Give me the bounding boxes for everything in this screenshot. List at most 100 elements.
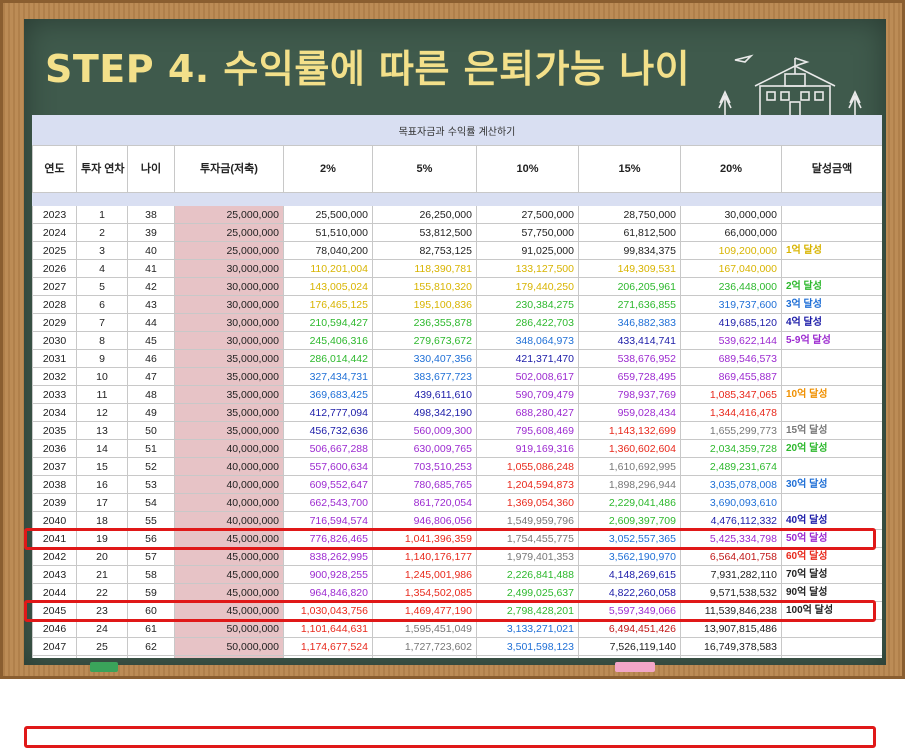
cell-goal: 40억 달성	[781, 511, 882, 530]
cell-rate-2: 838,262,995	[283, 547, 373, 566]
col-rate-5: 5%	[372, 145, 477, 193]
cell-rate-20: 2,034,359,728	[680, 439, 782, 458]
cell-invest-year: 10	[76, 367, 128, 386]
cell-rate-2: 609,552,647	[283, 475, 373, 494]
table-row: 2029 7 44 30,000,000 210,594,427 236,355,878 2…	[32, 313, 882, 332]
cell-rate-5: 1,245,001,986	[372, 565, 477, 584]
cell-rate-2: 110,201,004	[283, 259, 373, 278]
cell-investment: 30,000,000	[174, 259, 284, 278]
cell-rate-20: 16,749,378,583	[680, 637, 782, 656]
cell-year: 2046	[32, 619, 77, 638]
cell-rate-5: 330,407,356	[372, 349, 477, 368]
cell-rate-10: 795,608,469	[476, 421, 579, 440]
cell-goal: 4억 달성	[781, 313, 882, 332]
cell-investment: 30,000,000	[174, 313, 284, 332]
cell-rate-20: 419,685,120	[680, 313, 782, 332]
cell-rate-5: 1,727,723,602	[372, 637, 477, 656]
table-row: 2041 19 56 45,000,000 776,826,465 1,041,396,3…	[32, 529, 882, 548]
cell-investment: 25,000,000	[174, 223, 284, 242]
cell-rate-10: 1,369,054,360	[476, 493, 579, 512]
cell-rate-2: 1,249,171,074	[283, 655, 373, 658]
page-title: STEP 4. 수익률에 따른 은퇴가능 나이	[45, 47, 691, 91]
cell-rate-15: 659,728,495	[578, 367, 681, 386]
cell-year: 2027	[32, 277, 77, 296]
cell-rate-20: 5,425,334,798	[680, 529, 782, 548]
cell-rate-2: 662,543,700	[283, 493, 373, 512]
cell-invest-year: 21	[76, 565, 128, 584]
cell-rate-2: 176,465,125	[283, 295, 373, 314]
table-row: 2025 3 40 25,000,000 78,040,200 82,753,125 91,…	[32, 241, 882, 260]
cell-year: 2042	[32, 547, 77, 566]
cell-investment: 45,000,000	[174, 529, 284, 548]
cell-rate-2: 286,014,442	[283, 349, 373, 368]
cell-rate-15: 433,414,741	[578, 331, 681, 350]
cell-goal	[781, 259, 882, 278]
cell-investment: 35,000,000	[174, 403, 284, 422]
cell-invest-year: 5	[76, 277, 128, 296]
cell-rate-20: 167,040,000	[680, 259, 782, 278]
cell-investment: 35,000,000	[174, 385, 284, 404]
cell-invest-year: 13	[76, 421, 128, 440]
cell-year: 2037	[32, 457, 77, 476]
table-row: 2024 2 39 25,000,000 51,510,000 53,812,500 57,…	[32, 223, 882, 242]
cell-rate-15: 6,494,451,426	[578, 619, 681, 638]
cell-rate-10: 27,500,000	[476, 205, 579, 224]
cell-rate-10: 1,055,086,248	[476, 457, 579, 476]
cell-invest-year: 26	[76, 655, 128, 658]
cell-rate-20: 1,344,416,478	[680, 403, 782, 422]
cell-rate-20: 7,931,282,110	[680, 565, 782, 584]
cell-investment: 45,000,000	[174, 601, 284, 620]
cell-rate-10: 1,549,959,796	[476, 511, 579, 530]
cell-investment: 45,000,000	[174, 565, 284, 584]
cell-goal	[781, 403, 882, 422]
header-spacer	[32, 192, 882, 206]
cell-invest-year: 12	[76, 403, 128, 422]
cell-rate-15: 798,937,769	[578, 385, 681, 404]
cell-rate-2: 78,040,200	[283, 241, 373, 260]
cell-rate-10: 3,906,757,935	[476, 655, 579, 658]
cell-invest-year: 23	[76, 601, 128, 620]
cell-goal: 90억 달성	[781, 583, 882, 602]
cell-rate-15: 61,812,500	[578, 223, 681, 242]
cell-age: 52	[127, 457, 175, 476]
cell-goal	[781, 223, 882, 242]
table-row: 2026 4 41 30,000,000 110,201,004 118,390,781 1…	[32, 259, 882, 278]
table-row: 2031 9 46 35,000,000 286,014,442 330,407,356 4…	[32, 349, 882, 368]
cell-rate-5: 1,041,396,359	[372, 529, 477, 548]
cell-goal: 60억 달성	[781, 547, 882, 566]
cell-year: 2038	[32, 475, 77, 494]
cell-rate-2: 1,101,644,631	[283, 619, 373, 638]
col-invest-year: 투자 연차	[76, 145, 128, 193]
cell-rate-5: 1,140,176,177	[372, 547, 477, 566]
cell-rate-10: 2,226,841,488	[476, 565, 579, 584]
cell-rate-10: 57,750,000	[476, 223, 579, 242]
cell-rate-20: 319,737,600	[680, 295, 782, 314]
cell-rate-10: 230,384,275	[476, 295, 579, 314]
cell-rate-15: 1,610,692,995	[578, 457, 681, 476]
cell-age: 61	[127, 619, 175, 638]
cell-investment: 30,000,000	[174, 331, 284, 350]
cell-age: 55	[127, 511, 175, 530]
table-row: 2043 21 58 45,000,000 900,928,255 1,245,001,9…	[32, 565, 882, 584]
cell-goal	[781, 619, 882, 638]
cell-year: 2040	[32, 511, 77, 530]
cell-invest-year: 24	[76, 619, 128, 638]
cell-rate-2: 776,826,465	[283, 529, 373, 548]
cell-age: 43	[127, 295, 175, 314]
cell-rate-20: 3,690,093,610	[680, 493, 782, 512]
cell-investment: 25,000,000	[174, 205, 284, 224]
cell-rate-2: 412,777,094	[283, 403, 373, 422]
cell-rate-20: 2,489,231,674	[680, 457, 782, 476]
cell-rate-15: 5,597,349,066	[578, 601, 681, 620]
cell-rate-5: 118,390,781	[372, 259, 477, 278]
cell-rate-15: 3,562,190,970	[578, 547, 681, 566]
cell-rate-15: 206,205,961	[578, 277, 681, 296]
cell-rate-20: 1,085,347,065	[680, 385, 782, 404]
cell-rate-5: 53,812,500	[372, 223, 477, 242]
cell-invest-year: 19	[76, 529, 128, 548]
cell-rate-10: 590,709,479	[476, 385, 579, 404]
cell-rate-5: 861,720,054	[372, 493, 477, 512]
cell-rate-15: 346,882,383	[578, 313, 681, 332]
cell-rate-15: 4,148,269,615	[578, 565, 681, 584]
cell-rate-15: 4,822,260,058	[578, 583, 681, 602]
